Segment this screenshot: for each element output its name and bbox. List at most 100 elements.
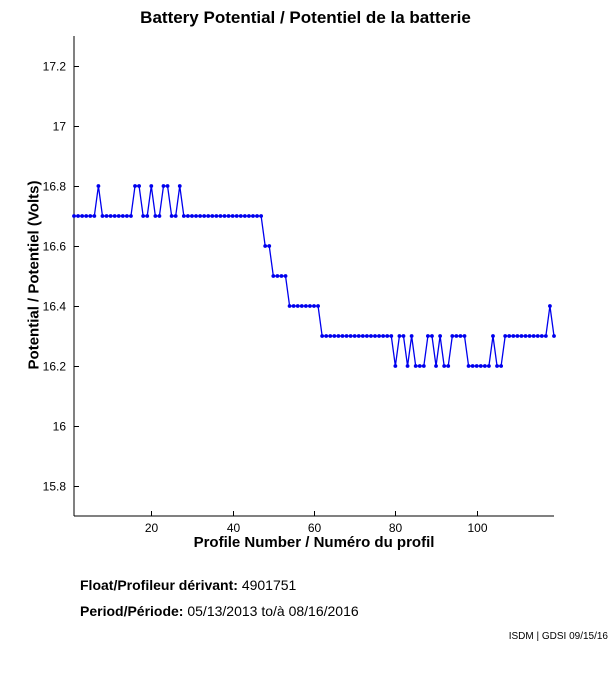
x-tick-label: 60 [308, 521, 322, 535]
data-point [438, 334, 442, 338]
data-point [157, 214, 162, 218]
data-point [531, 334, 536, 338]
data-point [385, 334, 390, 338]
x-tick-label: 80 [389, 521, 403, 535]
data-point [145, 214, 150, 218]
data-point [112, 214, 117, 218]
ticks: 15.8 16 16.2 16.4 16.6 16.8 17 17.2 20 40 60 80 100 [43, 60, 488, 536]
data-point [324, 334, 329, 338]
data-point [295, 304, 300, 308]
data-point [234, 214, 239, 218]
data-point [104, 214, 109, 218]
data-point [230, 214, 235, 218]
data-point [181, 214, 186, 218]
data-point [214, 214, 219, 218]
data-point [137, 184, 141, 188]
data-point [535, 334, 540, 338]
data-point [202, 214, 207, 218]
data-point [206, 214, 211, 218]
data-point [344, 334, 349, 338]
data-point [401, 334, 406, 338]
data-point [552, 334, 556, 338]
data-point [450, 334, 455, 338]
data-point [259, 214, 264, 218]
data-point [320, 334, 325, 338]
data-point [474, 364, 479, 368]
y-tick-label: 16.4 [43, 300, 67, 314]
y-axis-label: Potential / Potentiel (Volts) [25, 180, 43, 370]
data-point [222, 214, 227, 218]
data-point [360, 334, 365, 338]
data-point [141, 214, 146, 218]
data-point [356, 334, 361, 338]
data-point [263, 244, 268, 248]
data-point [397, 334, 402, 338]
x-tick-label: 20 [145, 521, 159, 535]
data-point [116, 214, 121, 218]
data-point [308, 304, 312, 308]
data-point [511, 334, 516, 338]
data-point [409, 334, 414, 338]
data-point [519, 334, 524, 338]
data-point [299, 304, 304, 308]
data-point [539, 334, 544, 338]
data-point [242, 214, 247, 218]
data-point [226, 214, 231, 218]
data-point [303, 304, 308, 308]
data-point [210, 214, 215, 218]
y-tick-label: 16.8 [43, 180, 67, 194]
period-separator: to/à [261, 603, 285, 619]
data-point [503, 334, 508, 338]
data-point [434, 364, 438, 368]
data-point [442, 364, 447, 368]
data-point [364, 334, 369, 338]
data-point [238, 214, 243, 218]
y-tick-label: 17.2 [43, 60, 67, 74]
data-point [316, 304, 320, 308]
data-point [251, 214, 255, 218]
y-tick-label: 15.8 [43, 480, 67, 494]
data-point [466, 364, 471, 368]
footer-credit: ISDM | GDSI 09/15/16 [508, 631, 608, 642]
data-point [80, 214, 85, 218]
data-point [165, 184, 170, 188]
data-point [352, 334, 357, 338]
period-info: Period/Période: 05/13/2013 to/à 08/16/20… [80, 603, 359, 619]
data-point [454, 334, 459, 338]
data-point [328, 334, 333, 338]
data-point [124, 214, 129, 218]
period-label: Period/Période: [80, 603, 184, 619]
float-label: Float/Profileur dérivant: [80, 577, 238, 593]
data-point [149, 184, 154, 188]
data-point [495, 364, 499, 368]
data-point [487, 364, 491, 368]
data-point [108, 214, 113, 218]
data-point [283, 274, 288, 278]
float-info: Float/Profileur dérivant: 4901751 [80, 577, 296, 593]
data-point [515, 334, 520, 338]
data-point [421, 364, 426, 368]
data-point [161, 184, 166, 188]
data-point [381, 334, 386, 338]
data-point [133, 184, 137, 188]
data-point [247, 214, 251, 218]
chart-title: Battery Potential / Potentiel de la batt… [140, 8, 471, 27]
data-point [405, 364, 410, 368]
y-tick-label: 16.6 [43, 240, 67, 254]
data-point [548, 304, 552, 308]
data-point [267, 244, 272, 248]
data-point [194, 214, 198, 218]
data-point [373, 334, 377, 338]
data-point [377, 334, 381, 338]
data-point [279, 274, 284, 278]
data-point [218, 214, 223, 218]
data-point [523, 334, 528, 338]
period-start: 05/13/2013 [187, 603, 258, 619]
data-point [76, 214, 80, 218]
data-point [255, 214, 259, 218]
data-point [543, 334, 548, 338]
axes [73, 36, 554, 517]
data-point [271, 274, 276, 278]
data-point [84, 214, 89, 218]
